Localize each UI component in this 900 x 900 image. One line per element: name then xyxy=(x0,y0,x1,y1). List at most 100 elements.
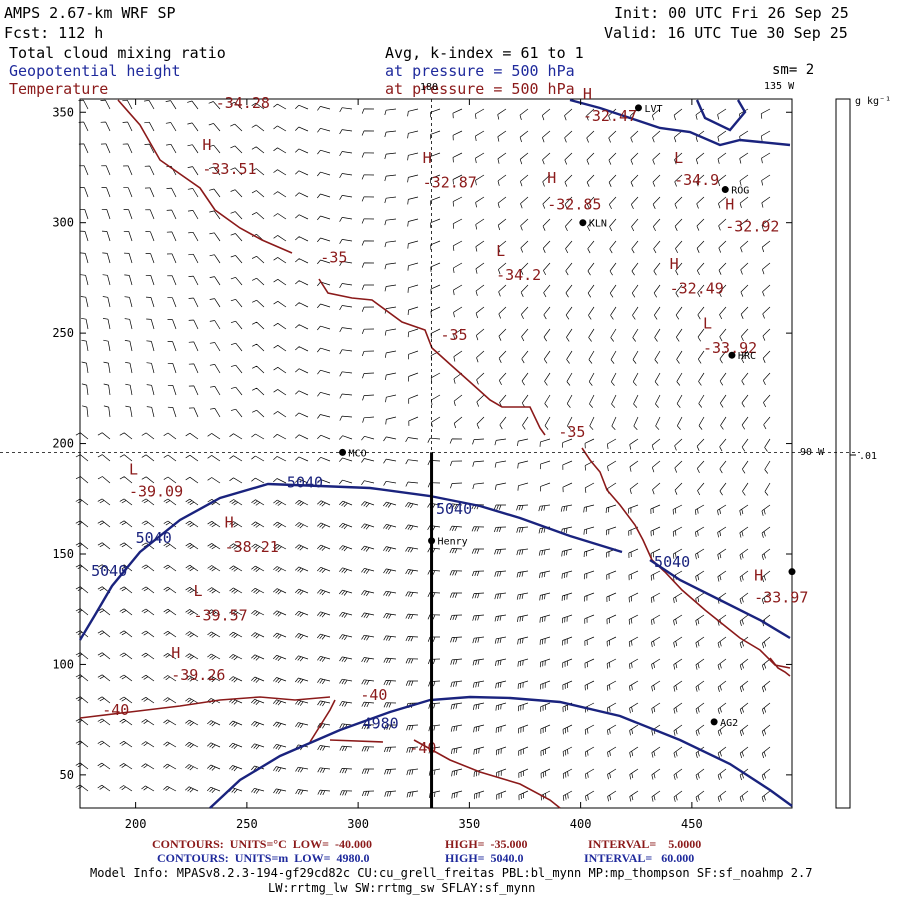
header: AMPS 2.67-km WRF SP Fcst: 112 h Init: 00… xyxy=(0,0,900,100)
pressure-temperature: at pressure = 500 hPa xyxy=(385,80,575,98)
y-tick-label: 200 xyxy=(52,437,74,451)
temperature-contour-label: -35 xyxy=(558,423,585,441)
temperature-extremum-label: H xyxy=(171,644,180,662)
temperature-extremum-label: H xyxy=(583,85,592,103)
temperature-extremum-label: L xyxy=(129,460,138,478)
temperature-contour xyxy=(413,739,561,809)
station-marker xyxy=(634,104,642,112)
height-contour xyxy=(569,98,791,147)
model-info-physics: LW:rrtmg_lw SW:rrtmg_sw SFLAY:sf_mynn xyxy=(268,881,536,895)
temp-contour-interval: INTERVAL= 5.0000 xyxy=(588,837,702,851)
temperature-extremum-label: L xyxy=(674,149,683,167)
temperature-contour-label: -35 xyxy=(440,326,467,344)
temp-contour-summary: CONTOURS: UNITS=°C LOW= -40.000 HIGH= -3… xyxy=(152,837,701,852)
height-contour xyxy=(78,482,623,641)
field-temperature: Temperature xyxy=(9,80,109,98)
colorbar-unit: g kg⁻¹ xyxy=(855,96,891,107)
temp-contour-high: HIGH= -35.000 xyxy=(445,837,528,851)
smoothing: sm= 2 xyxy=(772,62,815,78)
height-contour-interval: INTERVAL= 60.000 xyxy=(584,851,695,865)
x-tick-label: 400 xyxy=(570,817,592,831)
height-contour xyxy=(649,559,791,640)
temperature-contour xyxy=(117,99,293,254)
plot-frame xyxy=(79,98,793,809)
height-contour-summary: CONTOURS: UNITS=m LOW= 4980.0 HIGH= 5040… xyxy=(157,851,694,866)
station-marker xyxy=(721,186,729,194)
model-title: AMPS 2.67-km WRF SP xyxy=(4,4,176,22)
temp-contour-low: CONTOURS: UNITS=°C LOW= -40.000 xyxy=(152,837,372,851)
temperature-extremum-label: H xyxy=(670,255,679,273)
height-contour-label: 5040 xyxy=(436,500,472,518)
temperature-extremum-label: -32.47 xyxy=(583,107,637,125)
height-contour-label: 5040 xyxy=(287,474,323,492)
wind-barbs xyxy=(75,99,771,802)
temperature-contour xyxy=(329,739,384,743)
contour-labels: -34.28 H -33.51 H -32.87 H -32.47 L -34.9 H -32.85… xyxy=(91,85,808,757)
temperature-extremum-label: -39.57 xyxy=(193,606,247,624)
temperature-contour xyxy=(769,657,791,677)
y-tick-label: 150 xyxy=(52,547,74,561)
temperature-extremum-label: H xyxy=(754,567,763,585)
height-contour-label: 4980 xyxy=(363,714,399,732)
height-contour xyxy=(695,99,747,132)
height-contour-low: CONTOURS: UNITS=m LOW= 4980.0 xyxy=(157,851,370,865)
meridian-top-label: 180 xyxy=(420,82,438,93)
temperature-contour xyxy=(79,696,331,719)
temperature-extremum-label: -32.92 xyxy=(725,218,779,236)
avg-k-index: Avg, k-index = 61 to 1 xyxy=(385,44,584,62)
station-marker xyxy=(339,448,347,456)
height-contour-label: 5040 xyxy=(654,553,690,571)
valid-time: Valid: 16 UTC Tue 30 Sep 25 xyxy=(604,24,848,42)
y-tick-label: 50 xyxy=(60,768,74,782)
temperature-extremum-label: -33.51 xyxy=(202,160,256,178)
temperature-extremum-label: L xyxy=(496,242,505,260)
height-contour-label: 5040 xyxy=(91,562,127,580)
y-tick-label: 250 xyxy=(52,326,74,340)
temperature-contour-label: -40 xyxy=(102,701,129,719)
y-tick-label: 300 xyxy=(52,216,74,230)
station-label: ROG xyxy=(731,186,749,197)
temperature-extremum-label: -34.28 xyxy=(216,94,270,112)
temperature-contour-label: -40 xyxy=(360,686,387,704)
x-tick-label: 200 xyxy=(125,817,147,831)
colorbar-tick-label: .01 xyxy=(859,451,877,462)
wind-barb-field xyxy=(75,99,771,802)
station-marker xyxy=(710,718,718,726)
init-time: Init: 00 UTC Fri 26 Sep 25 xyxy=(614,4,849,22)
forecast-hour: Fcst: 112 h xyxy=(4,24,104,42)
station-marker xyxy=(579,219,587,227)
temperature-extremum-label: -39.09 xyxy=(129,483,183,501)
meridian-right-mid-label: 90 W xyxy=(800,447,825,458)
x-tick-label: 450 xyxy=(681,817,703,831)
temperature-extremum-label: -34.2 xyxy=(496,266,541,284)
temperature-extremum-label: H xyxy=(225,513,234,531)
y-tick-label: 100 xyxy=(52,657,74,671)
temperature-extremum-label: H xyxy=(547,169,556,187)
temperature-extremum-label: -32.87 xyxy=(423,173,477,191)
temperature-contour xyxy=(318,278,546,436)
temperature-extremum-label: L xyxy=(703,315,712,333)
y-tick-label: 350 xyxy=(52,105,74,119)
station-marker xyxy=(728,351,736,359)
temperature-extremum-label: -32.85 xyxy=(547,195,601,213)
pressure-height: at pressure = 500 hPa xyxy=(385,62,575,80)
temperature-contour xyxy=(309,699,336,743)
station-label: KLN xyxy=(589,219,607,230)
temperature-extremum-label: H xyxy=(423,149,432,167)
field-height: Geopotential height xyxy=(9,62,181,80)
field-cloud: Total cloud mixing ratio xyxy=(9,44,226,62)
station-label: Henry xyxy=(438,537,468,548)
station-marker xyxy=(788,568,796,576)
temperature-extremum-label: H xyxy=(725,195,734,213)
x-tick-label: 250 xyxy=(236,817,258,831)
temperature-extremum-label: H xyxy=(202,136,211,154)
temperature-extremum-label: -32.49 xyxy=(670,279,724,297)
x-tick-label: 350 xyxy=(459,817,481,831)
temperature-extremum-label: -34.9 xyxy=(674,171,719,189)
temperature-extremum-label: -39.26 xyxy=(171,666,225,684)
stations: MCO Henry KLN ROG HRC LVT AG2 xyxy=(339,104,796,729)
height-contour xyxy=(209,695,793,809)
temperature-extremum-label: -38.21 xyxy=(225,538,279,556)
temperature-extremum-label: -33.97 xyxy=(754,589,808,607)
